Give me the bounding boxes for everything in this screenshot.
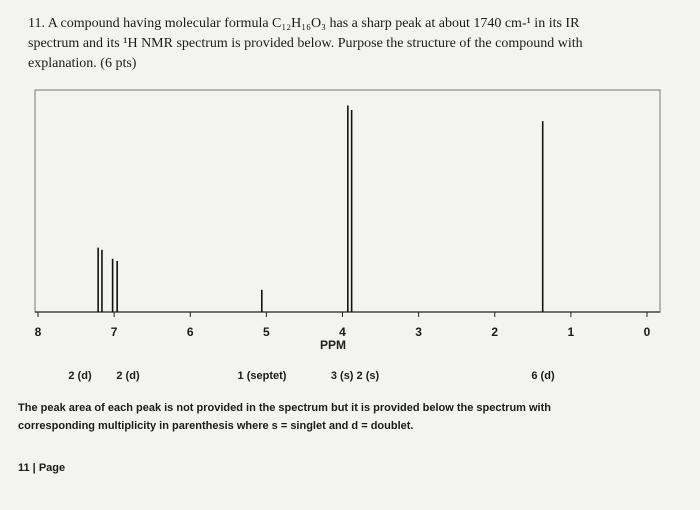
- multiplicity: 2 (d): [116, 370, 140, 382]
- x-tick-label: 4: [339, 325, 346, 339]
- x-tick-label: 2: [491, 325, 498, 339]
- x-tick-label: 7: [111, 325, 118, 339]
- multiplicity: 2 (d): [68, 370, 92, 382]
- x-tick-label: 3: [415, 325, 422, 339]
- x-tick-label: 5: [263, 325, 270, 339]
- x-tick-label: 6: [187, 325, 194, 339]
- x-axis-label: PPM: [320, 338, 346, 352]
- question-line: 11. A compound having molecular formula …: [28, 16, 580, 31]
- footer: 11 | Page: [18, 462, 66, 474]
- note-line: corresponding multiplicity in parenthesi…: [18, 420, 414, 432]
- spectrum: PPM 8 7 6 5 4 3 2 1 0: [34, 89, 661, 352]
- note-line: The peak area of each peak is not provid…: [18, 402, 551, 414]
- multiplicity: 6 (d): [531, 370, 555, 382]
- x-tick-label: 0: [644, 325, 651, 339]
- x-tick-label: 8: [35, 325, 42, 339]
- x-tick-label: 1: [568, 325, 575, 339]
- question-line: spectrum and its ¹H NMR spectrum is prov…: [28, 36, 583, 51]
- question-line: explanation. (6 pts): [28, 56, 137, 71]
- multiplicity: 3 (s) 2 (s): [330, 370, 380, 382]
- multiplicity: 1 (septet): [237, 370, 287, 382]
